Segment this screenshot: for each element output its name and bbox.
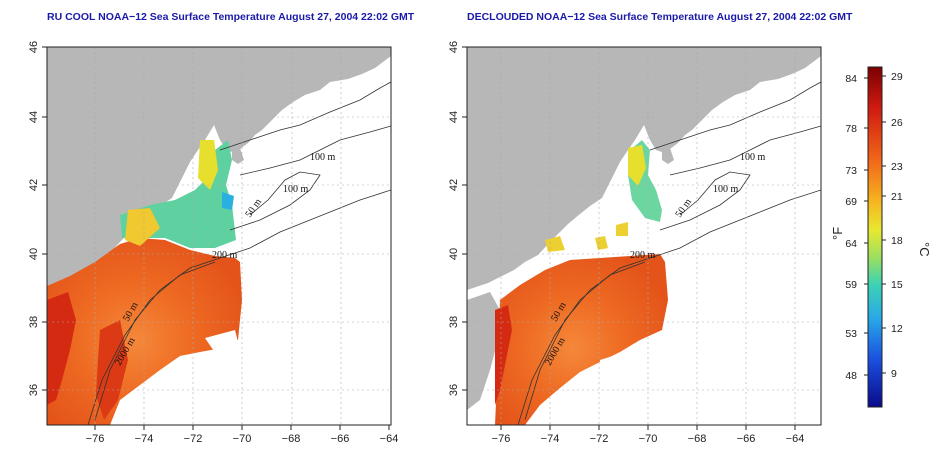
x-tick-label: −76: [86, 433, 105, 445]
no-data-region: [242, 255, 391, 425]
celsius-tick-label: 18: [891, 235, 903, 247]
map-frame: [466, 46, 822, 426]
contour-label-200m: 200 m: [630, 250, 656, 261]
map-frame: [46, 46, 392, 426]
celsius-unit-label: °C: [917, 242, 932, 257]
x-tick-label: −64: [786, 433, 805, 445]
right-axes: −76 −74 −72 −70 −68 −66 −64 36 38 40 42 44 46: [448, 41, 804, 445]
celsius-tick-label: 29: [891, 71, 903, 83]
contour-label-200m: 200 m: [212, 250, 238, 261]
x-tick-label: −64: [380, 433, 399, 445]
left-panel-title: RU COOL NOAA−12 Sea Surface Temperature …: [47, 11, 415, 23]
celsius-tick-label: 23: [891, 161, 903, 173]
x-tick-label: −70: [639, 433, 658, 445]
sst-yellow-patch: [628, 145, 646, 186]
fahrenheit-tick-label: 59: [845, 279, 857, 291]
cloud-gap: [160, 360, 200, 400]
celsius-tick-label: 21: [891, 191, 903, 203]
cape-cod: [662, 148, 674, 164]
sst-warm-region: [495, 254, 668, 425]
graticule: [467, 47, 821, 425]
y-tick-label: 36: [28, 384, 40, 396]
y-tick-label: 36: [448, 384, 460, 396]
celsius-tick-label: 26: [891, 117, 903, 129]
no-data-region: [668, 255, 821, 425]
contour-label-100m-b: 100 m: [283, 184, 309, 195]
x-tick-label: −68: [282, 433, 301, 445]
delmarva-land: [467, 292, 500, 410]
cloud-gap-3: [150, 395, 178, 425]
sst-yellow-patch: [198, 140, 218, 190]
graticule: [47, 47, 391, 425]
contour-label-100m-a: 100 m: [740, 152, 766, 163]
sst-warm-region: [47, 238, 242, 425]
cape-cod: [232, 148, 244, 164]
x-tick-label: −66: [737, 433, 756, 445]
fahrenheit-unit-label: °F: [830, 227, 845, 240]
y-tick-label: 40: [28, 248, 40, 260]
x-tick-label: −70: [233, 433, 252, 445]
fahrenheit-ticks: 84 78 73 69 64 59 53 48: [845, 73, 868, 382]
y-tick-label: 44: [28, 111, 40, 123]
left-axes: −76 −74 −72 −70 −68 −66 −64 36 38 40 42 44 46: [28, 41, 398, 445]
contour-label-100m-b: 100 m: [713, 184, 739, 195]
fahrenheit-tick-label: 53: [845, 328, 857, 340]
x-tick-label: −74: [135, 433, 154, 445]
sst-hot-coast: [495, 305, 512, 405]
x-tick-label: −68: [688, 433, 707, 445]
y-tick-label: 46: [448, 41, 460, 53]
temperature-colorbar: 84 78 73 69 64 59 53 48 29 26 23 21 18 15 12 9 °F °C: [830, 66, 932, 408]
fahrenheit-tick-label: 84: [845, 73, 857, 85]
right-map-panel: 100 m 100 m 50 m 200 m 50 m 2000 m: [466, 46, 822, 426]
y-tick-label: 42: [448, 179, 460, 191]
x-tick-label: −74: [541, 433, 560, 445]
bathymetry-contours: [87, 81, 391, 425]
cloud-gap: [598, 352, 635, 395]
y-tick-label: 38: [28, 316, 40, 328]
cloud-gap-2: [205, 330, 240, 360]
x-tick-label: −72: [184, 433, 203, 445]
x-tick-label: −76: [492, 433, 511, 445]
y-tick-label: 40: [448, 248, 460, 260]
left-map-panel: 100 m 100 m 50 m 200 m 50 m 2000 m: [46, 46, 392, 426]
y-tick-label: 44: [448, 111, 460, 123]
celsius-tick-label: 9: [891, 368, 897, 380]
y-tick-label: 38: [448, 316, 460, 328]
bathymetry-contours: [517, 81, 821, 425]
cloud-gap-2: [570, 395, 605, 425]
fahrenheit-tick-label: 64: [845, 238, 857, 250]
contour-label-100m-a: 100 m: [310, 152, 336, 163]
y-tick-label: 46: [28, 41, 40, 53]
land-mass: [47, 47, 391, 290]
celsius-ticks: 29 26 23 21 18 15 12 9: [882, 71, 903, 380]
celsius-tick-label: 15: [891, 279, 903, 291]
fahrenheit-tick-label: 73: [845, 165, 857, 177]
colorbar-scale: [867, 66, 883, 408]
sst-yellow-patch-2: [125, 208, 160, 246]
sst-hot-coast: [47, 292, 76, 405]
right-panel-title: DECLOUDED NOAA−12 Sea Surface Temperatur…: [467, 11, 853, 23]
fahrenheit-tick-label: 78: [845, 123, 857, 135]
sst-yellow-scatter: [545, 222, 628, 252]
sst-blue-patch: [222, 192, 234, 210]
x-tick-label: −66: [331, 433, 350, 445]
fahrenheit-tick-label: 48: [845, 370, 857, 382]
celsius-tick-label: 12: [891, 323, 903, 335]
fahrenheit-tick-label: 69: [845, 196, 857, 208]
x-tick-label: −72: [590, 433, 609, 445]
land-mass: [467, 47, 821, 290]
y-tick-label: 42: [28, 179, 40, 191]
